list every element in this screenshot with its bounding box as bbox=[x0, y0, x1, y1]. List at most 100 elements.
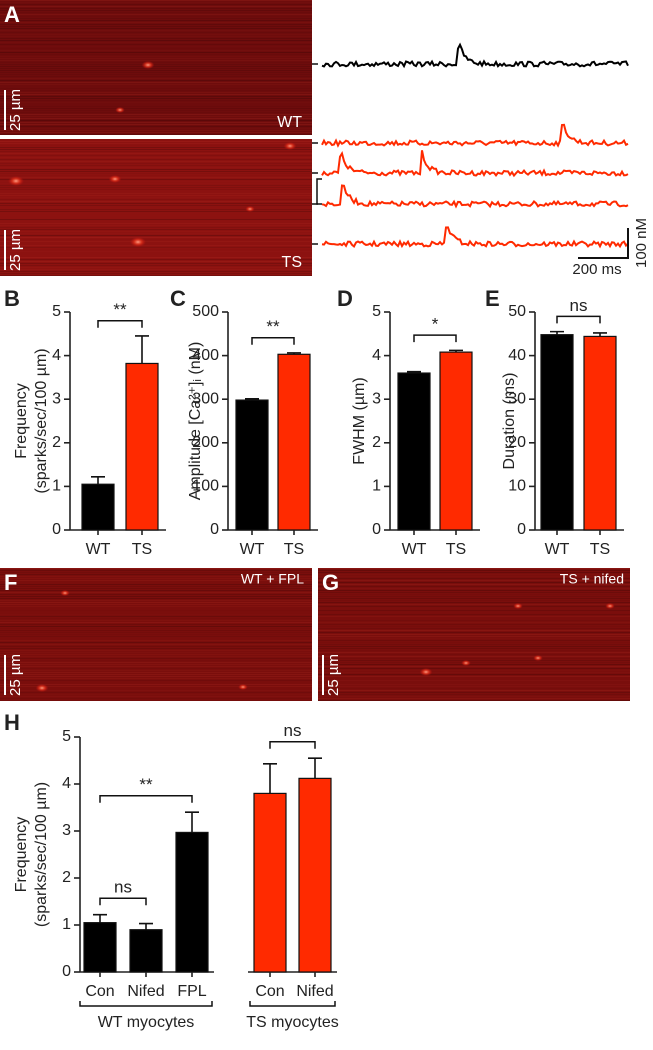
scan-stripe bbox=[0, 243, 312, 244]
scan-stripe bbox=[0, 116, 312, 117]
scan-stripe bbox=[318, 700, 630, 701]
spark bbox=[141, 61, 155, 69]
amp-scale-label: 100 nM bbox=[633, 218, 650, 268]
y-tick-label: 1 bbox=[62, 916, 71, 933]
scan-stripe bbox=[0, 698, 312, 699]
scan-stripe bbox=[318, 664, 630, 665]
spark bbox=[108, 175, 122, 183]
scan-stripe bbox=[0, 171, 312, 172]
scan-stripe bbox=[0, 265, 312, 266]
scan-stripe bbox=[0, 52, 312, 53]
scan-stripe bbox=[0, 584, 312, 585]
scan-stripe bbox=[0, 110, 312, 111]
scan-stripe bbox=[0, 235, 312, 236]
scan-stripe bbox=[0, 273, 312, 274]
scan-stripe bbox=[0, 145, 312, 146]
scan-stripe bbox=[0, 112, 312, 113]
scan-stripe bbox=[0, 652, 312, 653]
y-tick-label: 5 bbox=[52, 303, 61, 320]
scan-stripe bbox=[318, 572, 630, 573]
scan-stripe bbox=[318, 606, 630, 607]
y-tick-label: 50 bbox=[508, 303, 526, 320]
scan-stripe bbox=[0, 626, 312, 627]
bar bbox=[583, 335, 617, 531]
error-bar bbox=[407, 370, 421, 374]
scan-stripe bbox=[0, 219, 312, 220]
scan-stripe bbox=[0, 692, 312, 693]
scan-stripe bbox=[318, 622, 630, 623]
scan-stripe bbox=[0, 139, 312, 140]
scan-stripe bbox=[0, 141, 312, 142]
scan-stripe bbox=[0, 229, 312, 230]
scan-stripe bbox=[0, 28, 312, 29]
scan-stripe bbox=[0, 624, 312, 625]
scan-stripe bbox=[318, 644, 630, 645]
scan-stripe bbox=[318, 576, 630, 577]
scan-stripe bbox=[0, 680, 312, 681]
scan-stripe bbox=[318, 660, 630, 661]
scan-stripe bbox=[0, 684, 312, 685]
scan-stripe bbox=[0, 163, 312, 164]
scan-stripe bbox=[318, 654, 630, 655]
scan-stripe bbox=[0, 54, 312, 55]
panel-letter: H bbox=[4, 710, 20, 735]
scan-stripe bbox=[318, 600, 630, 601]
significance-label: ns bbox=[284, 721, 302, 740]
time-scale-label: 200 ms bbox=[572, 261, 621, 278]
scan-stripe bbox=[0, 14, 312, 15]
y-tick-label: 1 bbox=[52, 478, 61, 495]
scan-stripe bbox=[0, 22, 312, 23]
image-caption: WT + FPL bbox=[241, 571, 304, 587]
scan-stripe bbox=[0, 12, 312, 13]
scan-stripe bbox=[0, 122, 312, 123]
spark bbox=[8, 176, 24, 186]
scan-stripe bbox=[0, 100, 312, 101]
scan-stripe bbox=[0, 666, 312, 667]
scan-stripe bbox=[318, 640, 630, 641]
scan-stripe bbox=[0, 46, 312, 47]
scan-stripe bbox=[0, 118, 312, 119]
scan-stripe bbox=[0, 143, 312, 144]
scan-stripe bbox=[0, 694, 312, 695]
spark bbox=[115, 107, 125, 113]
y-tick-label: 0 bbox=[372, 521, 381, 538]
y-axis-label: FWHM (µm) bbox=[351, 377, 368, 464]
scan-stripe bbox=[0, 578, 312, 579]
scan-stripe bbox=[0, 592, 312, 593]
scan-stripe bbox=[0, 602, 312, 603]
scan-stripe bbox=[0, 153, 312, 154]
significance-label: * bbox=[432, 315, 439, 334]
scan-stripe bbox=[318, 636, 630, 637]
scan-stripe bbox=[318, 666, 630, 667]
scan-stripe bbox=[0, 32, 312, 33]
scan-stripe bbox=[0, 211, 312, 212]
scan-stripe bbox=[318, 686, 630, 687]
image-caption: TS + nifed bbox=[560, 571, 624, 587]
scan-stripe bbox=[0, 56, 312, 57]
scan-stripe bbox=[318, 630, 630, 631]
error-bar bbox=[245, 397, 259, 401]
y-tick-label: 3 bbox=[62, 822, 71, 839]
scan-stripe bbox=[318, 656, 630, 657]
scan-stripe bbox=[0, 676, 312, 677]
scan-stripe bbox=[0, 126, 312, 127]
scan-stripe bbox=[0, 233, 312, 234]
group-label: TS myocytes bbox=[246, 1014, 338, 1031]
scan-stripe bbox=[318, 634, 630, 635]
x-tick-label: TS bbox=[132, 541, 152, 558]
trace bbox=[321, 123, 629, 148]
y-tick-label: 300 bbox=[192, 390, 219, 407]
scan-stripe bbox=[318, 646, 630, 647]
scan-stripe bbox=[0, 48, 312, 49]
bar bbox=[83, 922, 117, 973]
significance-label: ** bbox=[139, 775, 153, 794]
scan-stripe bbox=[318, 608, 630, 609]
scan-stripe bbox=[0, 130, 312, 131]
scan-stripe bbox=[0, 215, 312, 216]
error-bar bbox=[263, 762, 277, 794]
scan-stripe bbox=[0, 632, 312, 633]
scan-stripe bbox=[318, 612, 630, 613]
scan-stripe bbox=[0, 185, 312, 186]
scan-stripe bbox=[0, 40, 312, 41]
scan-stripe bbox=[0, 668, 312, 669]
